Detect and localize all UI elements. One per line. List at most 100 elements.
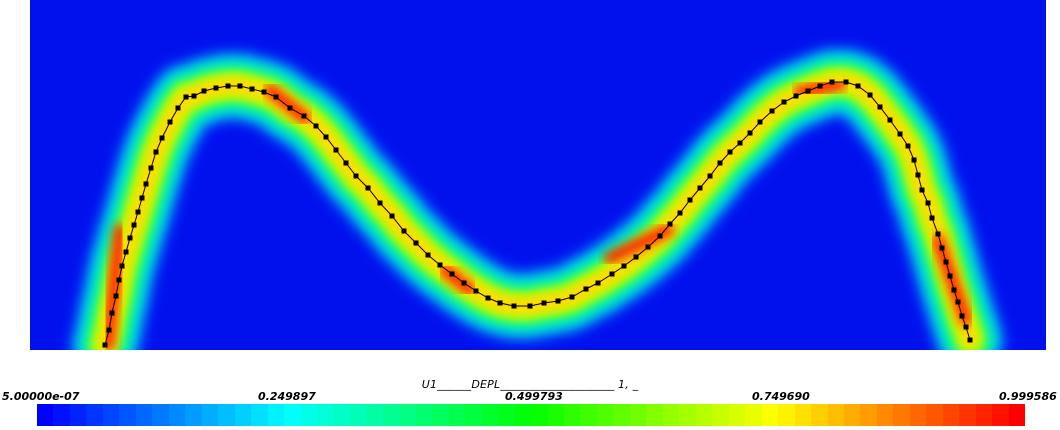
curve-node [855, 83, 861, 89]
curve-node [139, 195, 145, 201]
curve-node [353, 173, 359, 179]
displacement-field-plot [30, 0, 1046, 350]
curve-node [109, 310, 115, 316]
colorbar-swatch [465, 404, 482, 426]
curve-node [951, 287, 957, 293]
curve-node [201, 88, 207, 94]
curve-node [237, 83, 243, 89]
curve-path [104, 81, 971, 346]
curve-node [747, 130, 753, 136]
colorbar-swatch [102, 404, 120, 426]
colorbar-swatch [218, 404, 235, 426]
colorbar-swatch [349, 404, 367, 426]
curve-node [667, 221, 673, 227]
colorbar-swatch [135, 404, 153, 426]
curve-node [805, 88, 811, 94]
colorbar-swatch [959, 404, 976, 426]
curve-node [377, 200, 383, 206]
curve-node [119, 263, 125, 269]
curve-node [541, 300, 547, 306]
colorbar-swatch [926, 404, 943, 426]
curve-node [569, 294, 575, 300]
curve-node [911, 157, 917, 163]
curve-node [527, 303, 533, 309]
colorbar-swatch [596, 404, 614, 426]
colorbar-swatch [564, 404, 581, 426]
curve-node [897, 131, 903, 137]
colorbar-swatch [300, 404, 317, 426]
curve-node [829, 79, 835, 85]
curve-node [935, 231, 941, 237]
curve-node [955, 299, 961, 305]
colorbar-swatch [333, 404, 350, 426]
curve-node [707, 173, 713, 179]
curve-node [943, 259, 949, 265]
curve-node [915, 172, 921, 178]
curve-node [817, 83, 823, 89]
curve-node [621, 263, 627, 269]
colorbar-tick-max: 0.999586 [999, 390, 1057, 403]
colorbar-swatch [629, 404, 647, 426]
curve-node [929, 215, 935, 221]
curve-node [967, 337, 973, 343]
curve-node [106, 327, 112, 333]
curve-node [925, 200, 931, 206]
curve-node [175, 105, 181, 111]
colorbar-swatch [580, 404, 597, 426]
colorbar-swatch [646, 404, 663, 426]
colorbar-swatch [909, 404, 927, 426]
curve-node [919, 187, 925, 193]
curve-node [843, 79, 849, 85]
curve-node [727, 149, 733, 155]
colorbar-swatch [514, 404, 532, 426]
curve-node [425, 252, 431, 258]
curve-node [449, 271, 455, 277]
colorbar-swatch [712, 404, 729, 426]
colorbar-swatch [366, 404, 383, 426]
colorbar-swatch [185, 404, 202, 426]
colorbar-swatch [86, 404, 103, 426]
colorbar-swatch [745, 404, 762, 426]
colorbar-swatch [761, 404, 779, 426]
curve-node [123, 249, 129, 255]
colorbar-swatch [267, 404, 285, 426]
colorbar-tick-50: 0.499793 [505, 390, 563, 403]
colorbar-swatch [860, 404, 877, 426]
curve-node [947, 273, 953, 279]
colorbar-swatch [942, 404, 960, 426]
field-plot-viewport[interactable] [30, 0, 1046, 350]
curve-node [113, 293, 119, 299]
colorbar-swatch [992, 404, 1009, 426]
colorbar-swatch [481, 404, 499, 426]
curve-node [301, 113, 307, 119]
colorbar-swatch [448, 404, 466, 426]
curve-node [645, 244, 651, 250]
colorbar-swatch [168, 404, 186, 426]
curve-node [153, 149, 159, 155]
colorbar-swatch [613, 404, 630, 426]
curve-node [131, 222, 137, 228]
curve-node [167, 119, 173, 125]
legend-title: U1______DEPL____________________ 1, _ [421, 378, 639, 391]
curve-node [343, 160, 349, 166]
colorbar-swatch [37, 404, 54, 426]
curve-node [159, 135, 165, 141]
curve-node [793, 93, 799, 99]
curve-node [437, 262, 443, 268]
curve-node [867, 92, 873, 98]
colorbar-swatch [415, 404, 433, 426]
colorbar-tick-min: 5.00000e-07 [2, 390, 80, 403]
curve-node [963, 324, 969, 330]
colorbar-swatch [827, 404, 844, 426]
curve-node [313, 123, 319, 129]
curve-node [249, 86, 255, 92]
curve-line [104, 81, 971, 346]
curve-node [225, 83, 231, 89]
curve-node [473, 288, 479, 294]
curve-node [737, 140, 743, 146]
curve-node [273, 94, 279, 100]
colorbar-swatch [547, 404, 564, 426]
curve-node [905, 143, 911, 149]
curve-node [401, 228, 407, 234]
curve-node [461, 280, 467, 286]
